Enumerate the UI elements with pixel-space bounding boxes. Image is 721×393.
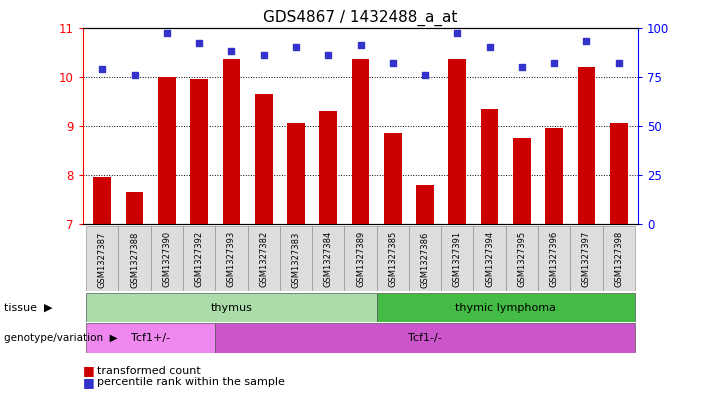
Bar <box>287 123 305 224</box>
Text: GSM1327386: GSM1327386 <box>420 231 430 288</box>
Point <box>549 60 560 66</box>
Text: GSM1327390: GSM1327390 <box>162 231 172 287</box>
FancyBboxPatch shape <box>247 226 280 291</box>
Bar <box>578 67 596 224</box>
FancyBboxPatch shape <box>216 323 635 353</box>
Point <box>613 60 624 66</box>
FancyBboxPatch shape <box>376 226 409 291</box>
Text: ■: ■ <box>83 364 94 377</box>
Bar <box>416 185 434 224</box>
FancyBboxPatch shape <box>345 226 376 291</box>
FancyBboxPatch shape <box>280 226 312 291</box>
FancyBboxPatch shape <box>312 226 345 291</box>
Text: GSM1327387: GSM1327387 <box>98 231 107 288</box>
Bar <box>94 177 111 224</box>
Text: GSM1327382: GSM1327382 <box>259 231 268 287</box>
Text: GSM1327393: GSM1327393 <box>227 231 236 287</box>
FancyBboxPatch shape <box>86 323 216 353</box>
Bar <box>352 59 369 224</box>
Bar <box>448 59 466 224</box>
Bar <box>513 138 531 224</box>
Bar <box>545 128 563 224</box>
Text: thymus: thymus <box>211 303 252 312</box>
Text: GSM1327395: GSM1327395 <box>518 231 526 287</box>
Point <box>193 40 205 46</box>
Bar <box>384 133 402 224</box>
Bar <box>190 79 208 224</box>
FancyBboxPatch shape <box>216 226 247 291</box>
Point <box>516 64 528 70</box>
FancyBboxPatch shape <box>441 226 474 291</box>
Text: tissue  ▶: tissue ▶ <box>4 303 52 312</box>
FancyBboxPatch shape <box>603 226 635 291</box>
FancyBboxPatch shape <box>151 226 183 291</box>
Bar <box>319 111 337 224</box>
Point <box>290 44 301 50</box>
Text: ■: ■ <box>83 376 94 389</box>
Point <box>97 66 108 72</box>
FancyBboxPatch shape <box>409 226 441 291</box>
Text: GSM1327384: GSM1327384 <box>324 231 332 287</box>
Title: GDS4867 / 1432488_a_at: GDS4867 / 1432488_a_at <box>263 10 458 26</box>
FancyBboxPatch shape <box>570 226 603 291</box>
Point <box>258 52 270 58</box>
Bar <box>223 59 240 224</box>
Text: Tcf1+/-: Tcf1+/- <box>131 333 170 343</box>
Text: GSM1327391: GSM1327391 <box>453 231 462 287</box>
Point <box>387 60 399 66</box>
Text: GSM1327396: GSM1327396 <box>549 231 559 287</box>
Text: GSM1327398: GSM1327398 <box>614 231 623 287</box>
Point <box>355 42 366 48</box>
FancyBboxPatch shape <box>505 226 538 291</box>
Bar <box>255 94 273 224</box>
Point <box>322 52 334 58</box>
FancyBboxPatch shape <box>183 226 216 291</box>
Text: transformed count: transformed count <box>97 365 201 376</box>
Text: Tcf1-/-: Tcf1-/- <box>408 333 442 343</box>
Point <box>226 48 237 54</box>
Bar <box>481 108 498 224</box>
Bar <box>610 123 627 224</box>
Text: GSM1327388: GSM1327388 <box>130 231 139 288</box>
FancyBboxPatch shape <box>376 293 635 322</box>
Text: GSM1327397: GSM1327397 <box>582 231 591 287</box>
FancyBboxPatch shape <box>118 226 151 291</box>
Text: GSM1327383: GSM1327383 <box>291 231 301 288</box>
Text: GSM1327385: GSM1327385 <box>389 231 397 287</box>
FancyBboxPatch shape <box>86 293 376 322</box>
Text: percentile rank within the sample: percentile rank within the sample <box>97 377 286 387</box>
Point <box>129 72 141 78</box>
Point <box>161 30 172 37</box>
Text: genotype/variation  ▶: genotype/variation ▶ <box>4 333 118 343</box>
FancyBboxPatch shape <box>86 226 118 291</box>
Text: thymic lymphoma: thymic lymphoma <box>455 303 556 312</box>
Text: GSM1327394: GSM1327394 <box>485 231 494 287</box>
Point <box>484 44 495 50</box>
Point <box>420 72 431 78</box>
Point <box>451 30 463 37</box>
Text: GSM1327389: GSM1327389 <box>356 231 365 287</box>
Bar <box>125 192 143 224</box>
Point <box>580 38 592 44</box>
FancyBboxPatch shape <box>474 226 505 291</box>
Bar <box>158 77 176 224</box>
FancyBboxPatch shape <box>538 226 570 291</box>
Text: GSM1327392: GSM1327392 <box>195 231 203 287</box>
